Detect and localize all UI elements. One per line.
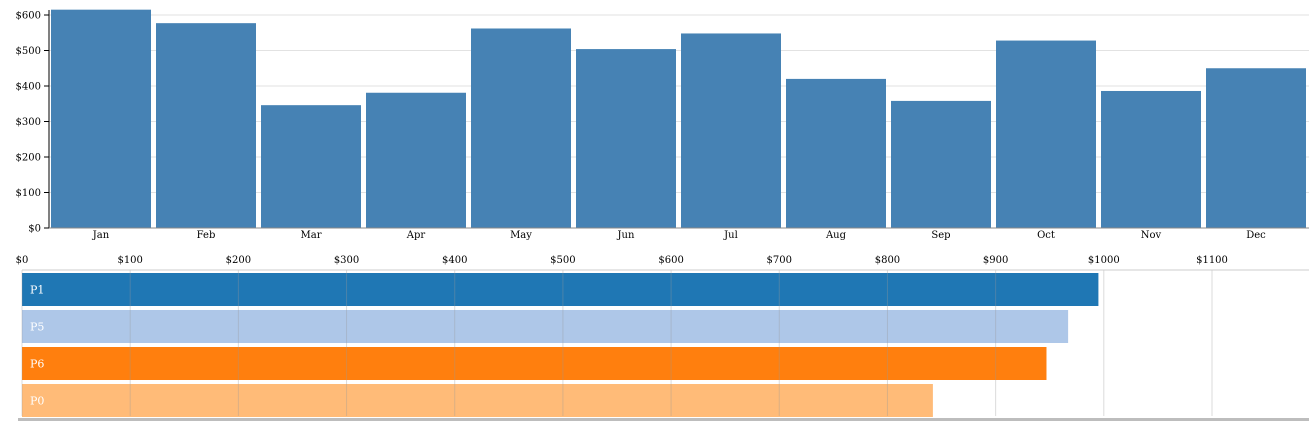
bar-p5: [22, 310, 1069, 343]
bar-sep: [891, 100, 991, 228]
x-tick-label: Feb: [197, 230, 216, 241]
bar-label: P1: [30, 284, 44, 297]
bar-jun: [576, 49, 676, 228]
bar-label: P0: [30, 395, 44, 408]
bar-apr: [366, 92, 466, 229]
bar-jul: [681, 33, 781, 229]
x-tick-label: Mar: [301, 230, 322, 241]
bar-label: P5: [30, 321, 44, 334]
bar-p1: [22, 273, 1099, 306]
x-tick-label: $400: [442, 255, 467, 266]
x-tick-label: Jun: [617, 230, 635, 241]
x-tick-label: $200: [226, 255, 251, 266]
y-tick-label: $300: [16, 117, 41, 128]
x-tick-label: $300: [334, 255, 359, 266]
x-tick-label: $1000: [1088, 255, 1120, 266]
bar-p0: [22, 384, 933, 417]
x-tick-label: $700: [767, 255, 792, 266]
x-tick-label: $800: [875, 255, 900, 266]
x-tick-label: $100: [117, 255, 142, 266]
x-tick-label: $900: [983, 255, 1008, 266]
x-tick-label: Nov: [1141, 230, 1162, 241]
bar-dec: [1206, 68, 1306, 228]
bar-mar: [261, 105, 361, 228]
x-tick-label: $0: [16, 255, 29, 266]
bar-jan: [51, 9, 151, 228]
x-tick-label: Sep: [931, 230, 950, 241]
x-tick-label: Jul: [723, 230, 738, 241]
x-tick-label: May: [510, 230, 532, 241]
y-tick-label: $100: [16, 188, 41, 199]
x-tick-label: Aug: [825, 230, 847, 241]
priority-bar-chart: $0 $100 $200 $300 $400 $500 $600 $700 $800 $900 $1…: [16, 255, 1309, 417]
x-tick-label: $600: [658, 255, 683, 266]
bar-oct: [996, 40, 1096, 229]
horizontal-scrollbar[interactable]: [18, 418, 1309, 421]
y-tick-label: $0: [28, 224, 41, 235]
bar-aug: [786, 78, 886, 229]
bar-feb: [156, 23, 256, 229]
y-tick-label: $200: [16, 153, 41, 164]
x-tick-label: $500: [550, 255, 575, 266]
bar-nov: [1101, 90, 1201, 228]
x-tick-label: Dec: [1246, 230, 1266, 241]
y-tick-label: $400: [16, 82, 41, 93]
x-tick-label: $1100: [1196, 255, 1228, 266]
monthly-bar-chart: $0 $100 $200 $300 $400 $500 $600 Jan Feb Mar Apr Ma…: [16, 9, 1309, 241]
x-tick-label: Apr: [406, 230, 426, 241]
x-tick-label: Jan: [92, 230, 110, 241]
bar-p6: [22, 347, 1047, 380]
y-tick-label: $500: [16, 46, 41, 57]
x-tick-label: Oct: [1037, 230, 1055, 241]
y-tick-label: $600: [16, 11, 41, 22]
bar-label: P6: [30, 358, 44, 371]
bar-may: [471, 28, 571, 228]
